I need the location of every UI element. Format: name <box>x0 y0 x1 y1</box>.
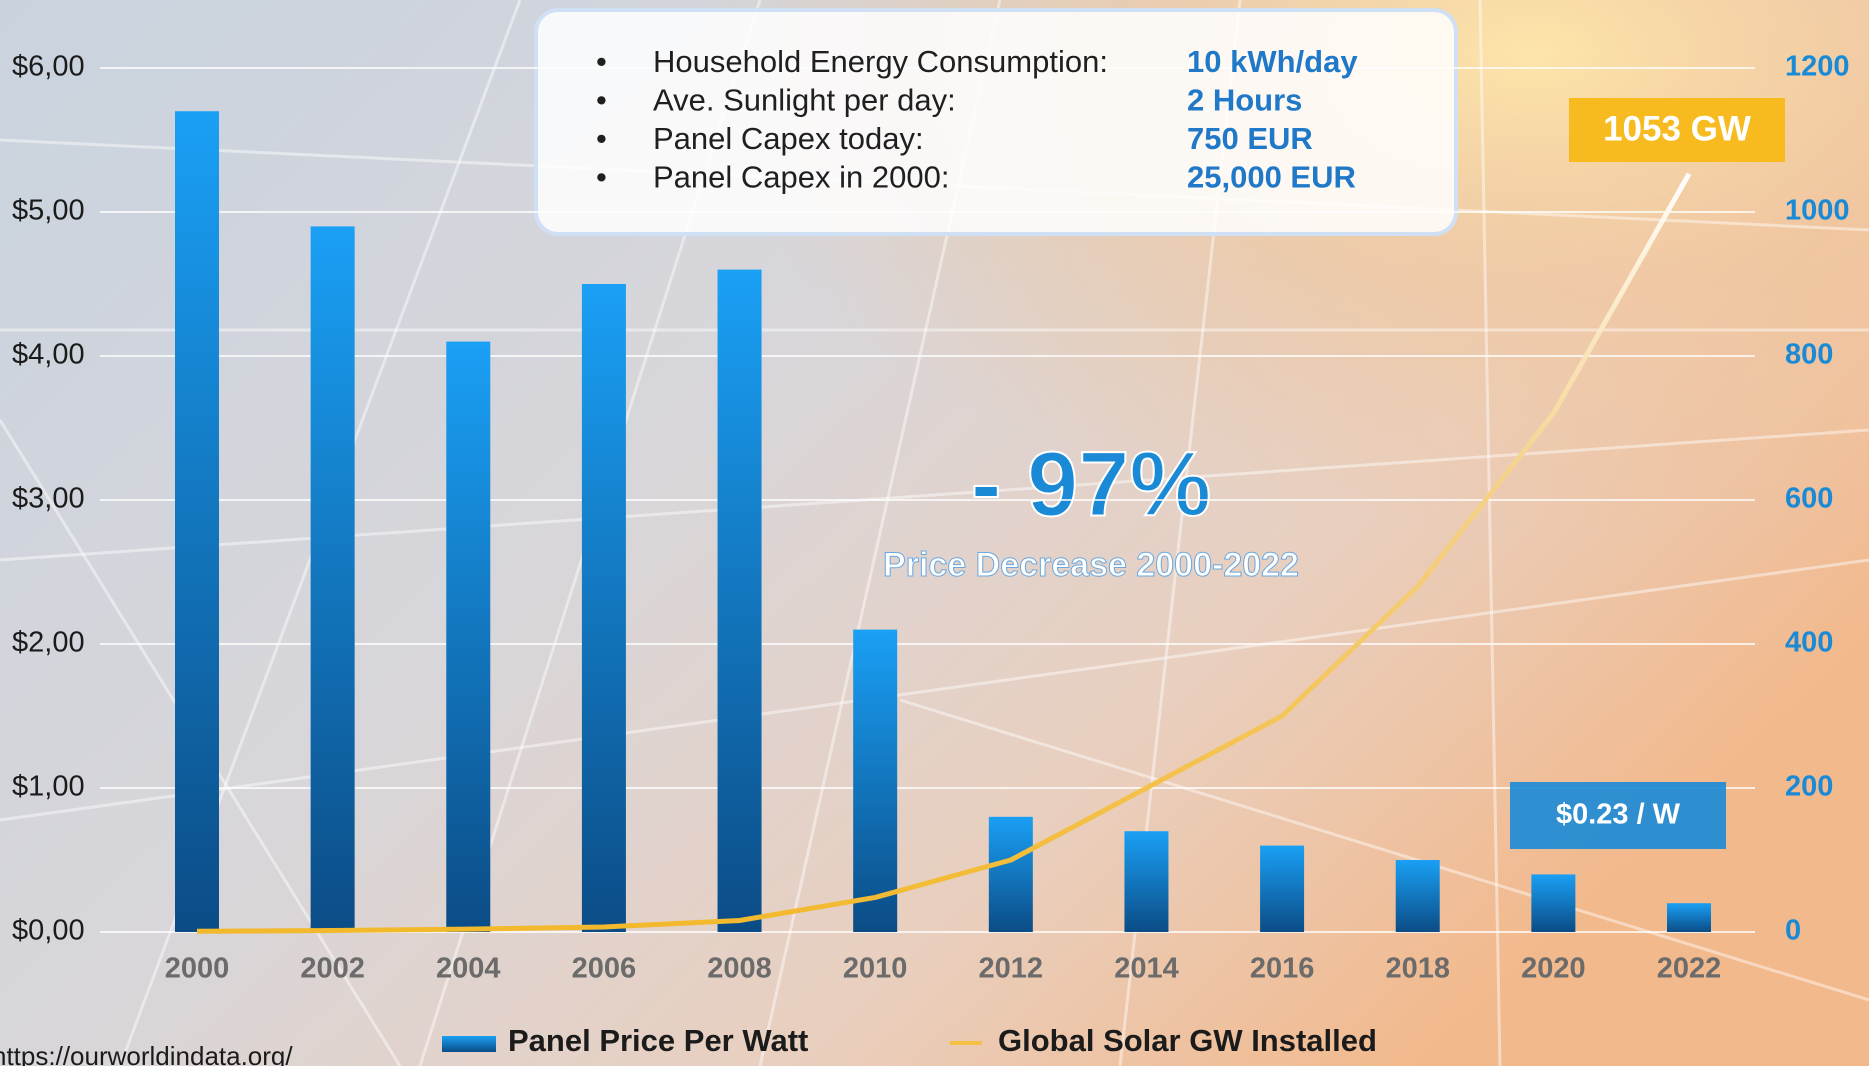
callout-box <box>1510 782 1726 849</box>
callout-box <box>1569 98 1785 162</box>
bar <box>717 269 762 933</box>
bullet: • <box>596 83 607 118</box>
bar <box>175 111 219 932</box>
x-tick-label: 2014 <box>1114 953 1179 985</box>
bar <box>1531 874 1576 932</box>
bar <box>1395 860 1440 932</box>
info-value: 10 kWh/day <box>1187 44 1358 79</box>
y2-tick-label: 1000 <box>1785 195 1850 227</box>
bar <box>446 341 491 933</box>
headline: - 97% <box>971 433 1211 535</box>
info-box <box>534 8 1458 236</box>
x-tick-label: 2002 <box>300 953 365 985</box>
y-tick-label: $5,00 <box>12 195 85 227</box>
legend-swatch <box>442 1036 496 1052</box>
bar <box>1667 903 1711 932</box>
y2-tick-label: 400 <box>1785 627 1833 659</box>
info-label: Panel Capex today: <box>653 121 924 156</box>
y-tick-label: $2,00 <box>12 627 85 659</box>
line <box>196 172 1692 934</box>
y-tick-label: $4,00 <box>12 339 85 371</box>
x-tick-label: 2012 <box>979 953 1044 985</box>
y-tick-label: $0,00 <box>12 915 85 947</box>
callout-text: $0.23 / W <box>1556 799 1681 831</box>
y2-tick-label: 1200 <box>1785 51 1850 83</box>
source: https://ourworldindata.org/ <box>0 1041 293 1066</box>
info-label: Panel Capex in 2000: <box>653 160 949 195</box>
info-value: 2 Hours <box>1187 83 1302 118</box>
bar <box>1260 845 1305 932</box>
y2-tick-label: 600 <box>1785 483 1833 515</box>
x-tick-label: 2008 <box>707 953 772 985</box>
x-tick-label: 2006 <box>572 953 637 985</box>
x-tick-label: 2004 <box>436 953 501 985</box>
y-tick-label: $3,00 <box>12 483 85 515</box>
x-tick-label: 2000 <box>165 953 230 985</box>
x-tick-label: 2020 <box>1521 953 1586 985</box>
bar <box>1124 831 1169 932</box>
y2-tick-label: 0 <box>1785 915 1801 947</box>
bar <box>581 284 626 932</box>
info-value: 750 EUR <box>1187 121 1313 156</box>
x-tick-label: 2010 <box>843 953 908 985</box>
y-tick-label: $1,00 <box>12 771 85 803</box>
info-value: 25,000 EUR <box>1187 160 1356 195</box>
info-box-frame <box>534 8 1458 236</box>
info-label: Household Energy Consumption: <box>653 44 1108 79</box>
x-tick-label: 2016 <box>1250 953 1315 985</box>
x-tick-label: 2022 <box>1657 953 1722 985</box>
legend-label: Panel Price Per Watt <box>508 1023 808 1058</box>
y2-tick-label: 800 <box>1785 339 1833 371</box>
bar <box>310 226 355 932</box>
bar <box>853 629 898 932</box>
bullet: • <box>596 121 607 156</box>
y-tick-label: $6,00 <box>12 51 85 83</box>
callout-text: 1053 GW <box>1603 109 1751 148</box>
y2-tick-label: 200 <box>1785 771 1833 803</box>
bullet: • <box>596 44 607 79</box>
headline-sub: Price Decrease 2000-2022 <box>883 546 1299 584</box>
x-tick-label: 2018 <box>1385 953 1450 985</box>
legend-label: Global Solar GW Installed <box>998 1023 1377 1058</box>
bar <box>988 816 1033 932</box>
bullet: • <box>596 160 607 195</box>
info-label: Ave. Sunlight per day: <box>653 83 956 118</box>
